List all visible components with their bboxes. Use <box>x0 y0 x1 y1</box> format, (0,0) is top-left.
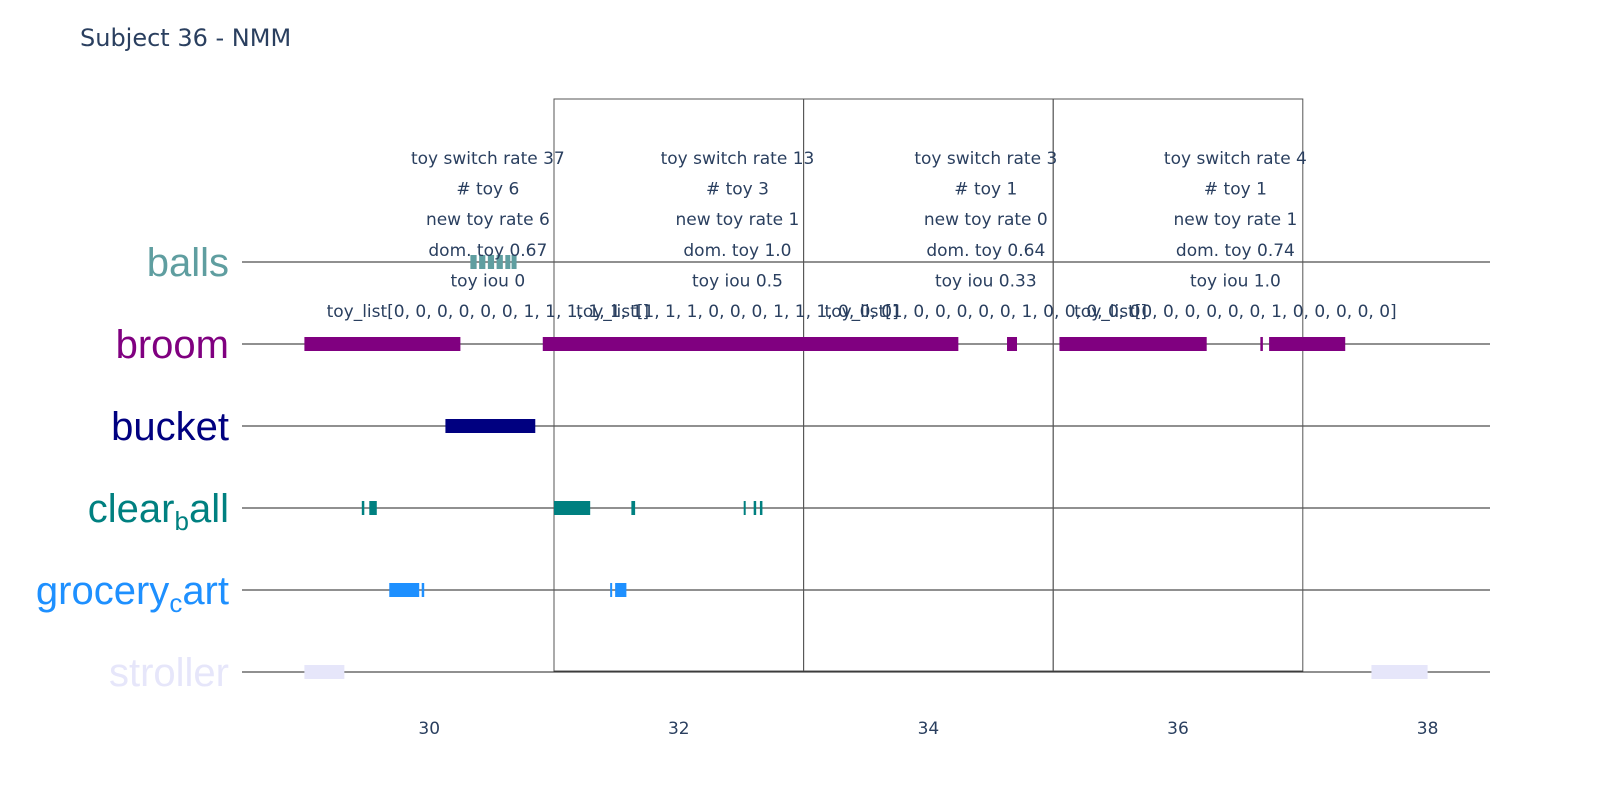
annotation-2-line-2: # toy 3 <box>706 180 769 200</box>
bar-segment-grocery_cart <box>421 583 425 597</box>
bar-segment-balls <box>487 255 495 269</box>
annotation-3-line-1: toy switch rate 3 <box>914 149 1057 169</box>
x-tick-label: 30 <box>418 719 440 739</box>
window-layer <box>553 98 1304 672</box>
x-tick-label: 36 <box>1167 719 1189 739</box>
bar-segment-broom <box>1260 337 1263 351</box>
category-label-grocery_cart: grocerycart <box>36 569 229 618</box>
category-label-broom: broom <box>116 323 229 367</box>
bar-segment-balls <box>496 255 503 269</box>
annotation-4-line-2: # toy 1 <box>1204 180 1267 200</box>
bar-segment-stroller <box>304 665 345 679</box>
annotation-1-line-6: toy_list[0, 0, 0, 0, 0, 0, 1, 1, 1, 1, 1… <box>327 302 650 322</box>
bar-segment-balls <box>505 255 511 269</box>
x-tick-label: 34 <box>918 719 940 739</box>
annotation-3-line-2: # toy 1 <box>954 180 1017 200</box>
annotation-2-line-5: toy iou 0.5 <box>692 271 783 291</box>
annotation-3-line-3: new toy rate 0 <box>924 210 1048 230</box>
bar-segment-grocery_cart <box>610 583 613 597</box>
category-label-clear_ball: clearball <box>88 487 229 536</box>
annotation-1-line-2: # toy 6 <box>456 180 519 200</box>
annotation-3-line-6: toy_list[1, 0, 0, 0, 0, 0, 1, 0, 0, 0, 0… <box>825 302 1148 322</box>
bar-segment-clear_ball <box>743 501 746 515</box>
annotation-1-line-5: toy iou 0 <box>451 271 526 291</box>
bar-segment-balls <box>470 255 477 269</box>
annotation-2-line-6: toy_list[1, 1, 1, 0, 0, 0, 1, 1, 1, 0, 0… <box>576 302 899 322</box>
category-label-layer: balls broom bucket clearball grocerycart stro… <box>36 241 229 695</box>
category-label-stroller: stroller <box>109 651 229 695</box>
bar-segment-clear_ball <box>369 501 377 515</box>
bar-segment-clear_ball <box>631 501 636 515</box>
bar-segment-clear_ball <box>759 501 763 515</box>
annotation-layer: toy switch rate 37 # toy 6 new toy rate 6 d… <box>327 149 1397 322</box>
annotation-4-line-1: toy switch rate 4 <box>1164 149 1307 169</box>
bar-segment-balls <box>511 255 517 269</box>
bar-segment-clear_ball <box>753 501 757 515</box>
bar-segment-grocery_cart <box>615 583 627 597</box>
bar-segment-clear_ball <box>361 501 365 515</box>
bar-segment-broom <box>542 337 959 351</box>
chart-title: Subject 36 - NMM <box>80 24 291 52</box>
bar-segment-grocery_cart <box>389 583 420 597</box>
annotation-4-line-5: toy iou 1.0 <box>1190 271 1281 291</box>
bar-segment-balls <box>479 255 486 269</box>
annotation-2-line-1: toy switch rate 13 <box>661 149 815 169</box>
x-tick-label: 38 <box>1417 719 1439 739</box>
annotation-4-line-6: toy_list[0, 0, 0, 0, 0, 0, 1, 0, 0, 0, 0… <box>1074 302 1397 322</box>
category-label-balls: balls <box>147 241 229 285</box>
annotation-2-line-4: dom. toy 1.0 <box>683 241 791 261</box>
bar-segment-broom <box>304 337 461 351</box>
bar-segment-clear_ball <box>554 501 591 515</box>
annotation-2-line-3: new toy rate 1 <box>676 210 800 230</box>
bar-segment-broom <box>1007 337 1018 351</box>
bar-segment-broom <box>1269 337 1346 351</box>
annotation-1-line-1: toy switch rate 37 <box>411 149 565 169</box>
window-box-3 <box>1052 98 1304 672</box>
annotation-1-line-4: dom. toy 0.67 <box>428 241 547 261</box>
bar-segment-broom <box>1059 337 1207 351</box>
annotation-4-line-3: new toy rate 1 <box>1173 210 1297 230</box>
bar-segment-stroller <box>1371 665 1428 679</box>
bar-layer <box>304 255 1428 679</box>
annotation-1-line-3: new toy rate 6 <box>426 210 550 230</box>
category-label-bucket: bucket <box>111 405 229 449</box>
annotation-4-line-4: dom. toy 0.74 <box>1176 241 1295 261</box>
annotation-3-line-4: dom. toy 0.64 <box>926 241 1045 261</box>
x-axis-ticks: 30 32 34 36 38 <box>418 719 1438 739</box>
x-tick-label: 32 <box>668 719 690 739</box>
annotation-3-line-5: toy iou 0.33 <box>935 271 1037 291</box>
bar-segment-bucket <box>445 419 536 433</box>
